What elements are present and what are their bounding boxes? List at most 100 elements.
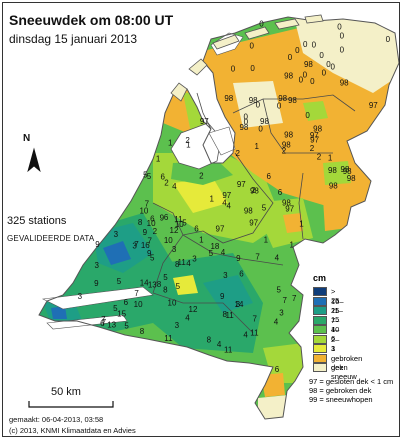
north-arrow-icon bbox=[27, 147, 41, 173]
station-value: 5 bbox=[150, 254, 155, 263]
station-value: 5 bbox=[209, 249, 214, 258]
station-value: 7 bbox=[292, 294, 297, 303]
station-value: 1 bbox=[199, 236, 204, 245]
station-value: 98 bbox=[282, 140, 291, 149]
station-value: 5 bbox=[124, 321, 129, 330]
legend-label: 7–10 bbox=[331, 315, 340, 334]
station-value: 2 bbox=[153, 227, 158, 236]
station-value: 98 bbox=[329, 181, 338, 190]
legend-label: gebroken dek bbox=[331, 353, 363, 372]
station-value: 0 bbox=[249, 41, 254, 50]
station-value: 8 bbox=[140, 327, 145, 336]
station-value: 98 bbox=[249, 96, 258, 105]
made-date: gemaakt: 06-04-2013, 03:58 bbox=[9, 415, 104, 424]
station-value: 5 bbox=[147, 172, 152, 181]
station-value: 9 bbox=[220, 292, 225, 301]
station-value: 1 bbox=[328, 154, 333, 163]
station-value: 98 bbox=[244, 206, 253, 215]
station-value: 98 bbox=[343, 167, 352, 176]
station-value: 98 bbox=[239, 123, 248, 132]
station-value: 3 bbox=[114, 230, 119, 239]
station-value: 98 bbox=[341, 165, 350, 174]
station-value: 5 bbox=[276, 285, 281, 294]
station-value: 97 bbox=[216, 224, 225, 233]
station-value: 8 bbox=[207, 335, 212, 344]
station-value: 3 bbox=[192, 255, 197, 264]
station-value: 0 bbox=[319, 51, 324, 60]
station-value: 5 bbox=[182, 219, 187, 228]
station-value: 6 bbox=[275, 365, 280, 374]
station-value: 9 bbox=[94, 279, 99, 288]
station-value: 3 bbox=[132, 242, 137, 251]
station-value: 16 bbox=[141, 241, 150, 250]
legend-label: 11–15 bbox=[331, 306, 343, 324]
station-value: 5 bbox=[176, 282, 181, 291]
station-value: 0 bbox=[322, 69, 327, 78]
station-value: 0 bbox=[243, 112, 248, 121]
station-value: 7 bbox=[101, 315, 106, 324]
station-value: 0 bbox=[337, 23, 342, 32]
snow-depth-map: 0000000000000000000009898989898989898989… bbox=[27, 14, 399, 420]
station-value: 1 bbox=[209, 195, 214, 204]
station-value: 0 bbox=[386, 35, 391, 44]
station-value: 11 bbox=[250, 328, 259, 337]
station-value: 2 bbox=[310, 144, 315, 153]
station-value: 8 bbox=[163, 285, 168, 294]
map-subtitle: dinsdag 15 januari 2013 bbox=[9, 32, 138, 46]
station-value: 14 bbox=[140, 278, 149, 287]
station-value: 97 bbox=[222, 191, 231, 200]
station-value: 1 bbox=[254, 142, 259, 151]
station-value: 4 bbox=[226, 201, 231, 210]
legend-swatch bbox=[313, 296, 327, 306]
legend-note: 99 = sneeuwhopen bbox=[309, 394, 373, 404]
station-value: 2 bbox=[235, 149, 240, 158]
legend-label: 16–25 bbox=[331, 296, 344, 315]
station-value: 5 bbox=[113, 304, 118, 313]
station-value: 0 bbox=[250, 64, 255, 73]
station-value: 7 bbox=[282, 296, 287, 305]
station-value: 13 bbox=[107, 320, 116, 329]
markermeer bbox=[208, 126, 236, 156]
station-value: 8 bbox=[157, 280, 162, 289]
station-value: 6 bbox=[160, 173, 165, 182]
westerschelde bbox=[46, 314, 128, 330]
station-value: 0 bbox=[330, 62, 335, 71]
station-value: 98 bbox=[260, 117, 269, 126]
stations-count: 325 stations bbox=[7, 215, 67, 227]
legend-swatch bbox=[313, 325, 327, 334]
station-value: 98 bbox=[284, 71, 293, 80]
station-value: 3 bbox=[172, 245, 177, 254]
station-value: 5 bbox=[262, 204, 267, 213]
station-value: 4 bbox=[275, 253, 280, 262]
station-value: 1 bbox=[264, 236, 269, 245]
station-value: 98 bbox=[313, 124, 322, 133]
station-value: 98 bbox=[328, 166, 337, 175]
scale-label: 50 km bbox=[51, 386, 81, 398]
station-value: 6 bbox=[239, 269, 244, 278]
station-value: 4 bbox=[222, 198, 227, 207]
map-title: Sneeuwdek om 08:00 UT bbox=[9, 12, 174, 28]
station-value: 6 bbox=[278, 188, 283, 197]
station-value: 11 bbox=[225, 311, 234, 320]
legend-swatch bbox=[313, 363, 327, 372]
legend-label: 4–6 bbox=[331, 325, 340, 343]
station-value: 11 bbox=[178, 258, 187, 267]
station-value: 3 bbox=[175, 321, 180, 330]
station-value: 4 bbox=[172, 182, 177, 191]
station-value: 97 bbox=[200, 117, 209, 126]
station-value: 98 bbox=[284, 131, 293, 140]
station-value: 11 bbox=[164, 334, 173, 343]
station-value: 12 bbox=[189, 305, 198, 314]
station-value: 3 bbox=[78, 292, 83, 301]
station-value: 0 bbox=[244, 118, 249, 127]
station-value: 9 bbox=[160, 213, 165, 222]
station-value: 2 bbox=[317, 152, 322, 161]
north-label: N bbox=[23, 133, 31, 144]
station-value: 8 bbox=[175, 260, 180, 269]
station-value: 11 bbox=[174, 215, 183, 224]
legend-label: 1 bbox=[331, 344, 336, 353]
station-value: 0 bbox=[258, 124, 263, 133]
station-value: 4 bbox=[243, 330, 248, 339]
station-value: 98 bbox=[288, 96, 297, 105]
station-value: 97 bbox=[369, 101, 378, 110]
